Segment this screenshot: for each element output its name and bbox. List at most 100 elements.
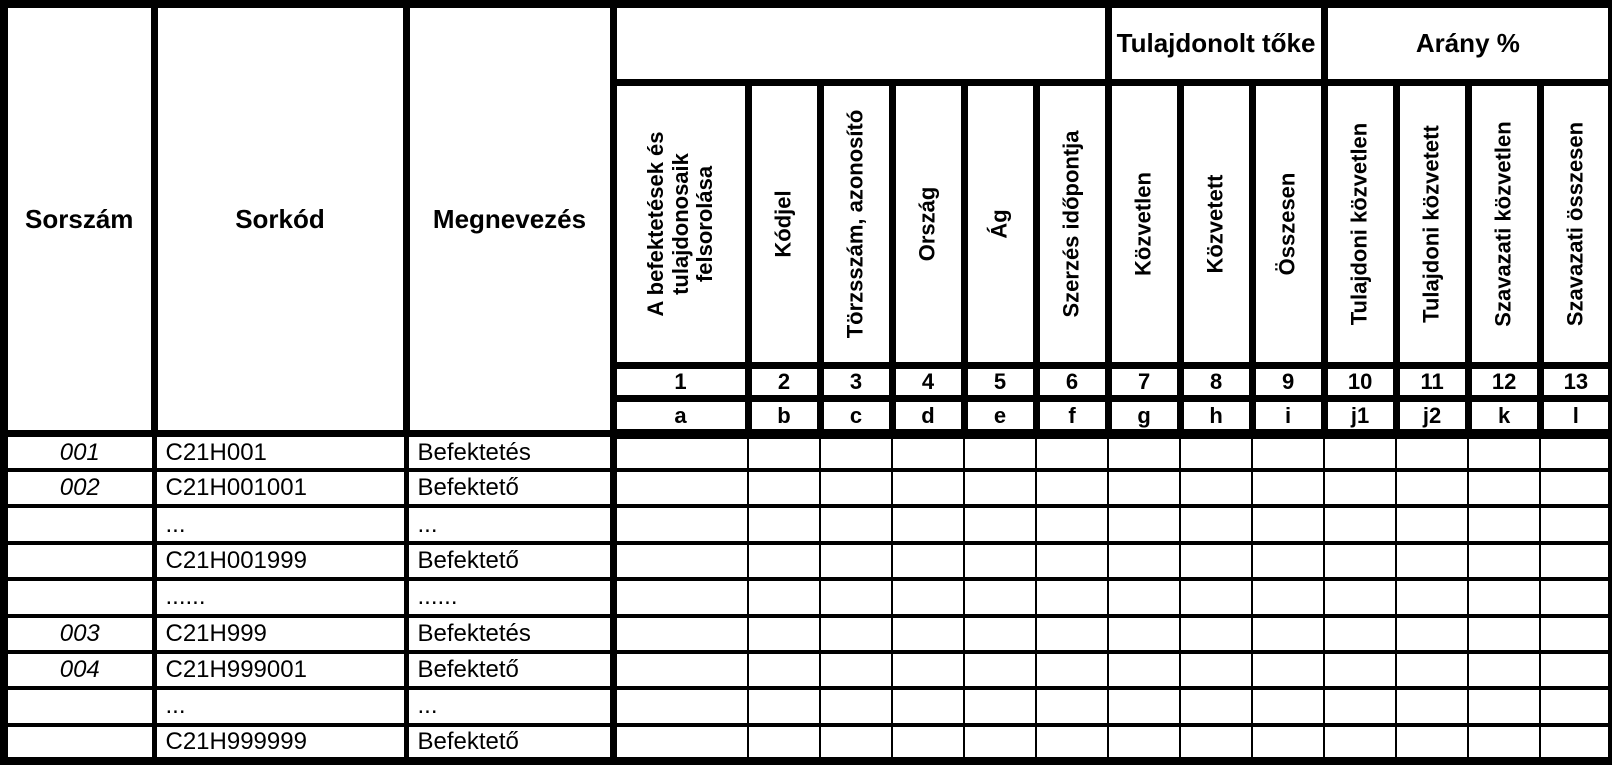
data-cell	[747, 468, 821, 509]
col-letter: f	[1032, 395, 1112, 439]
cell-sorkod: ...	[153, 504, 409, 545]
data-cell	[1395, 649, 1470, 691]
data-cell	[1107, 649, 1182, 691]
data-cell	[1107, 577, 1182, 618]
header-megnevezes: Megnevezés	[402, 0, 617, 438]
col-header-tulajdoni-kozvetett: Tulajdoni közvetett	[1392, 79, 1472, 370]
data-cell	[1251, 649, 1326, 691]
cell-sorkod: C21H999	[153, 613, 409, 654]
data-cell	[1107, 504, 1182, 545]
cell-sorszam	[3, 686, 157, 727]
cell-sorszam	[3, 577, 157, 618]
col-header-kodjel-label: Kódjel	[770, 190, 796, 258]
data-cell	[1251, 504, 1326, 545]
col-header-orszag: Ország	[888, 79, 968, 370]
col-header-tulajdoni-kozvetlen: Tulajdoni közvetlen	[1320, 79, 1400, 370]
col-letter: h	[1176, 395, 1256, 439]
vertical-header-row: A befektetések és tulajdonosaik felsorol…	[4, 79, 1612, 370]
data-cell	[1323, 468, 1398, 509]
cell-sorkod: C21H001001	[153, 468, 409, 509]
data-cell	[891, 468, 965, 509]
data-cell	[963, 722, 1037, 764]
data-cell	[1034, 722, 1110, 764]
data-cell	[1539, 504, 1612, 545]
data-cell	[1107, 540, 1182, 582]
data-cell	[1179, 468, 1254, 509]
table-row: ... ...	[3, 504, 1612, 545]
col-header-szerzes: Szerzés időpontja	[1032, 79, 1112, 370]
data-cell	[891, 613, 965, 654]
data-cell	[1323, 577, 1398, 618]
col-header-kozvetett-label: Közvetett	[1202, 174, 1228, 274]
data-cell	[1467, 431, 1542, 473]
data-cell	[1539, 722, 1612, 764]
data-cell	[612, 540, 749, 582]
data-cell	[1107, 613, 1182, 654]
data-cell	[1323, 686, 1398, 727]
column-number-row: 1 2 3 4 5 6 7 8 9 10 11 12 13	[4, 362, 1612, 403]
data-cell	[1395, 540, 1470, 582]
data-cell	[747, 577, 821, 618]
col-header-kozvetlen: Közvetlen	[1104, 79, 1184, 370]
col-letter: j2	[1392, 395, 1472, 439]
data-cell	[1034, 431, 1110, 473]
data-cell	[747, 613, 821, 654]
data-cell	[891, 540, 965, 582]
cell-megnevezes: Befektetés	[405, 613, 617, 654]
data-cell	[1179, 649, 1254, 691]
data-cell	[1395, 722, 1470, 764]
cell-megnevezes: Befektető	[405, 468, 617, 509]
cell-sorszam: 003	[3, 613, 157, 654]
data-cell	[819, 686, 893, 727]
data-cell	[612, 649, 749, 691]
col-header-torzsszam: Törzsszám, azonosító	[816, 79, 896, 370]
data-cell	[1034, 649, 1110, 691]
col-letter: e	[960, 395, 1040, 439]
col-number: 10	[1320, 362, 1400, 403]
data-cell	[1034, 613, 1110, 654]
data-cell	[612, 613, 749, 654]
data-cell	[1251, 686, 1326, 727]
cell-megnevezes: Befektető	[405, 540, 617, 582]
col-letter: d	[888, 395, 968, 439]
cell-sorszam: 004	[3, 649, 157, 691]
col-number: 6	[1032, 362, 1112, 403]
data-cell	[819, 504, 893, 545]
col-letter: g	[1104, 395, 1184, 439]
data-cell	[1251, 468, 1326, 509]
data-cell	[1179, 577, 1254, 618]
data-cell	[1467, 722, 1542, 764]
cell-sorszam	[3, 722, 157, 764]
col-header-kodjel: Kódjel	[744, 79, 824, 370]
cell-sorkod: C21H999999	[153, 722, 409, 764]
data-cell	[1034, 540, 1110, 582]
cell-megnevezes: Befektető	[405, 649, 617, 691]
col-letter: i	[1248, 395, 1328, 439]
table-row: C21H999999 Befektető	[3, 722, 1612, 764]
cell-sorkod: C21H999001	[153, 649, 409, 691]
data-cell	[891, 504, 965, 545]
col-number: 2	[744, 362, 824, 403]
data-cell	[747, 722, 821, 764]
cell-sorkod: C21H001999	[153, 540, 409, 582]
data-cell	[891, 649, 965, 691]
cell-megnevezes: ...	[405, 504, 617, 545]
data-cell	[819, 577, 893, 618]
data-cell	[1034, 686, 1110, 727]
col-letter: c	[816, 395, 896, 439]
data-cell	[1395, 577, 1470, 618]
data-cell	[612, 722, 749, 764]
cell-sorszam	[3, 504, 157, 545]
data-cell	[891, 431, 965, 473]
data-cell	[963, 468, 1037, 509]
cell-megnevezes: ......	[405, 577, 617, 618]
data-cell	[1539, 649, 1612, 691]
data-cell	[1179, 722, 1254, 764]
data-cell	[1179, 504, 1254, 545]
cell-sorkod: ...	[153, 686, 409, 727]
data-cell	[891, 577, 965, 618]
data-cell	[1034, 577, 1110, 618]
data-cell	[1251, 431, 1326, 473]
data-cell	[1467, 540, 1542, 582]
